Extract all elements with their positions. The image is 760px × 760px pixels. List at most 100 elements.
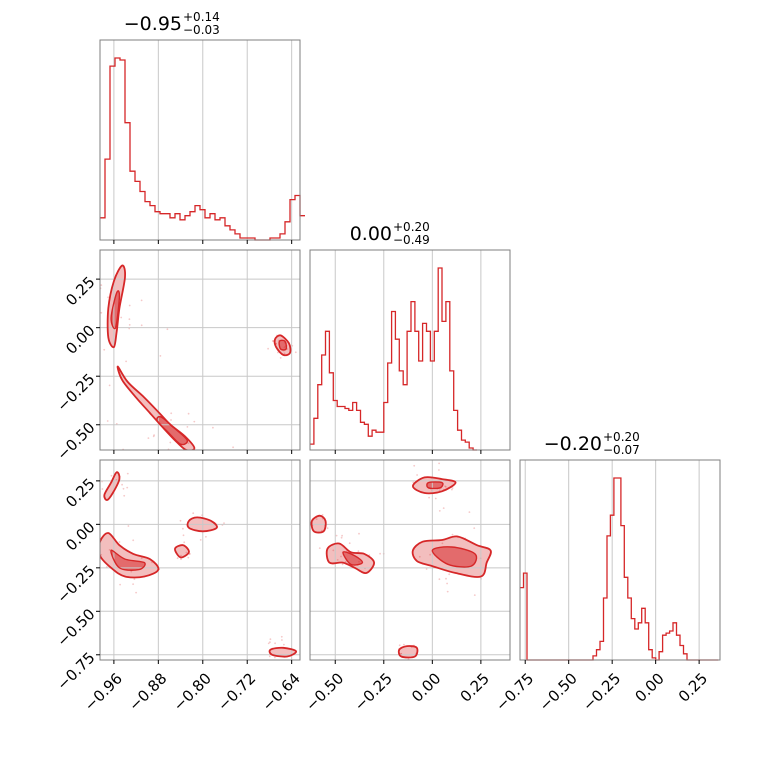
p1-vs-p0-frame	[99, 249, 301, 451]
ytick-label-row2-2: −0.25	[53, 562, 98, 607]
data-layer	[100, 57, 719, 661]
p2-vs-p0-sample-1-8	[87, 546, 89, 548]
p1-vs-p0-sample-0-2	[74, 319, 76, 321]
p2-vs-p1-blob-contour-5	[411, 476, 457, 495]
p2-vs-p1-contour-group	[310, 476, 492, 659]
p2-vs-p0-sample-2-6	[108, 549, 111, 551]
p2-vs-p1-sample-6-9	[445, 486, 447, 488]
p2-vs-p1-sample-5-2	[434, 497, 437, 500]
p2-vs-p0-blob-fill-3	[174, 545, 189, 558]
p2-vs-p1-sample-0-6	[307, 518, 309, 520]
p2-vs-p0-sample-5-1	[280, 635, 283, 638]
p2-vs-p1-sample-3-5	[425, 568, 428, 570]
p2-vs-p1-sample-2-8	[340, 555, 342, 558]
p1-vs-p0-sample-1-9	[128, 324, 131, 326]
p2-vs-p0-sample-5-3	[281, 639, 283, 641]
p2-vs-p1-sample-4-5	[418, 555, 421, 558]
p2-vs-p1-sample-1-6	[379, 552, 381, 555]
xtick-label-col0-2: −0.80	[170, 669, 215, 714]
param-title-2-minus: −0.07	[603, 443, 640, 457]
p1-vs-p0-blob-contour-2	[116, 365, 196, 450]
p1-vs-p0-sample-1-5	[107, 296, 109, 299]
ytick-label-row2-3: 0.00	[62, 518, 98, 554]
p1-vs-p0-sample-4-7	[294, 351, 297, 354]
p2-vs-p0-sample-2-8	[119, 583, 121, 586]
p2-vs-p0-sample-3-8	[176, 557, 179, 560]
p2-vs-p1-sample-4-0	[429, 553, 431, 556]
p2-vs-p1-sample-0-8	[321, 529, 323, 532]
p2-vs-p0-blob-contour-5	[268, 646, 298, 658]
p2-vs-p0-sample-4-1	[192, 512, 195, 515]
histogram-0	[100, 57, 305, 241]
xtick-label-col1-2: 0.00	[408, 669, 444, 705]
p1-vs-p0-sample-0-3	[166, 328, 169, 331]
p2-vs-p1-sample-7-8	[398, 644, 401, 647]
p2-vs-p1-sample-5-8	[451, 487, 454, 489]
p2-vs-p0-sample-3-9	[180, 554, 182, 557]
p1-vs-p0-sample-4-6	[272, 340, 275, 342]
p1-vs-p0-sample-0-8	[100, 284, 103, 286]
p2-vs-p1-sample-0-4	[305, 525, 307, 527]
p2-vs-p1-blob-contour-1	[325, 542, 375, 575]
param-title-0: −0.95	[124, 13, 182, 35]
histogram-1	[310, 267, 477, 451]
p2-vs-p1-sample-2-1	[336, 559, 339, 561]
p1-vs-p0-sample-3-0	[186, 426, 189, 428]
ytick-label-row1-3: 0.25	[62, 273, 98, 309]
p1-vs-p0-sample-3-7	[187, 412, 190, 415]
p2-vs-p1-sample-1-1	[332, 549, 335, 552]
p2-vs-p0-blob-contour-2	[110, 549, 146, 571]
p1-vs-p0-sample-3-5	[170, 419, 172, 421]
p2-vs-p1-sample-6-6	[438, 489, 441, 492]
p2-vs-p1-sample-7-5	[400, 652, 403, 655]
p1-vs-p0-sample-4-9	[272, 340, 274, 342]
p2-vs-p1-sample-5-1	[416, 474, 418, 476]
p2-vs-p0-sample-2-2	[140, 557, 143, 560]
p2-vs-p1-sample-5-0	[442, 507, 445, 509]
p2-vs-p0-sample-1-1	[127, 525, 130, 527]
p2-vs-p1-sample-2-4	[357, 550, 360, 553]
ytick-label-row1-1: −0.25	[53, 370, 98, 415]
p2-vs-p1-sample-5-9	[428, 496, 430, 499]
p1-vs-p0-blob-contour-3	[156, 415, 188, 446]
p2-vs-p0-fill-group	[87, 472, 297, 659]
param-title-1-minus: −0.49	[393, 233, 430, 247]
histogram-2	[520, 477, 719, 661]
p2-vs-p0-sample-4-9	[205, 535, 207, 538]
p2-vs-p1-sample-2-3	[341, 563, 344, 566]
p2-vs-p0-blob-contour-0	[103, 471, 121, 501]
p1-vs-p0-sample-3-3	[153, 434, 156, 436]
p2-vs-p0-sample-0-0	[126, 486, 129, 489]
p2-vs-p1-sample-1-5	[348, 542, 351, 545]
p2-vs-p0-sample-2-0	[118, 541, 121, 543]
p2-vs-p0-blob-fill-0	[104, 472, 120, 501]
p2-vs-p1-sample-3-3	[473, 527, 476, 529]
p1-vs-p0-sample-1-3	[128, 304, 131, 307]
xtick-label-col0-4: −0.64	[259, 669, 304, 714]
p2-vs-p0-sample-0-1	[101, 488, 104, 490]
xtick-label-col2-4: 0.25	[675, 669, 711, 705]
p2-vs-p0-sample-3-7	[185, 551, 188, 554]
p1-vs-p0-sample-3-1	[152, 435, 155, 438]
p1-vs-p0-sample-3-9	[170, 412, 173, 415]
p2-vs-p0-sample-2-4	[132, 583, 135, 585]
p2-vs-p1-sample-1-2	[340, 536, 343, 539]
p1-vs-p0-sample-4-4	[279, 357, 282, 359]
grid-layer	[100, 40, 700, 660]
p2-vs-p0-sample-0-9	[115, 479, 118, 481]
p1-vs-p0-blob-fill-5	[279, 340, 287, 350]
p1-vs-p0-sample-1-7	[100, 311, 103, 314]
p2-vs-p0-sample-3-5	[188, 553, 191, 555]
p1-vs-p0-sample-1-2	[128, 318, 131, 321]
p1-vs-p0-sample-2-9	[125, 360, 127, 363]
p2-vs-p0-sample-3-1	[183, 541, 186, 544]
p1-vs-p0-sample-2-4	[108, 384, 111, 387]
contour-fill-layer	[74, 265, 491, 660]
p2-vs-p0-sample-5-8	[283, 643, 285, 646]
xtick-label-col0-0: −0.96	[81, 669, 126, 714]
p2-vs-p1-blob-contour-0	[310, 514, 327, 534]
p1-vs-p0-sample-4-2	[283, 352, 286, 355]
p2-vs-p1-sample-1-0	[358, 532, 360, 535]
p2-vs-p1-sample-5-6	[451, 488, 453, 491]
p2-vs-p0-sample-5-7	[268, 655, 271, 658]
